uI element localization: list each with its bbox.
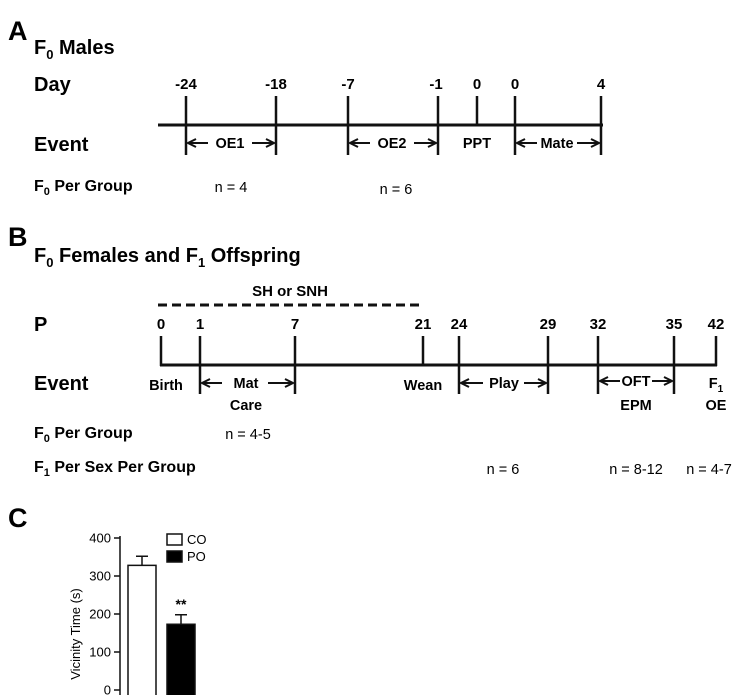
tick-label-a-5: 0: [511, 76, 519, 93]
tick-label-b-5: 29: [540, 316, 557, 333]
tick-label-b-8: 42: [708, 316, 725, 333]
y-tick-label-2: 200: [89, 607, 111, 622]
segment-oe2: OE2: [377, 136, 406, 152]
panel-b: B F0 Females and F1 Offspring SH or SNH …: [8, 222, 732, 479]
n-play: n = 6: [487, 462, 520, 478]
n-f0-oe2: n = 6: [380, 182, 413, 198]
event-row-label-b: Event: [34, 373, 89, 395]
tick-label-a-6: 4: [597, 76, 606, 93]
legend-label-po: PO: [187, 549, 206, 564]
bar-co: [127, 564, 157, 695]
tick-label-b-7: 35: [666, 316, 683, 333]
segment-oe: OE: [706, 398, 727, 414]
segment-mat: Mat: [234, 376, 259, 392]
f1-per-sex-label: F1 Per Sex Per Group: [34, 459, 196, 479]
y-tick-label-1: 100: [89, 645, 111, 660]
chart-vicinity-time: Vicinity Time (s) ** CO PO 0 100 200 300 400: [68, 531, 207, 695]
event-row-label-a: Event: [34, 134, 89, 156]
legend-label-co: CO: [187, 532, 207, 547]
n-oft: n = 8-12: [609, 462, 663, 478]
legend-swatch-co: [166, 533, 183, 546]
segment-wean: Wean: [404, 378, 442, 394]
n-oe: n = 4-7: [686, 462, 732, 478]
panel-a-title: F0 Males: [34, 37, 115, 62]
segment-care: Care: [230, 398, 262, 414]
panel-a-letter: A: [8, 16, 28, 46]
segment-epm: EPM: [620, 398, 651, 414]
tick-label-a-0: -24: [175, 76, 197, 93]
tick-label-b-2: 7: [291, 316, 299, 333]
segment-play: Play: [489, 376, 519, 392]
segment-oe1: OE1: [215, 136, 244, 152]
segment-ppt: PPT: [463, 136, 491, 152]
tick-label-a-1: -18: [265, 76, 287, 93]
segment-f1: F1: [709, 376, 724, 395]
tick-label-a-2: -7: [341, 76, 354, 93]
n-f0-b: n = 4-5: [225, 427, 271, 443]
y-tick-label-3: 300: [89, 569, 111, 584]
n-f0-oe1: n = 4: [215, 180, 248, 196]
segment-mate: Mate: [540, 136, 573, 152]
f0-per-group-label-b: F0 Per Group: [34, 425, 133, 445]
panel-c: C Vicinity Time (s) ** CO PO 0 100 200 300 4…: [8, 503, 207, 695]
tick-label-b-4: 24: [451, 316, 468, 333]
panel-a: A F0 Males Day Event F0 Per Group -24 -1…: [8, 16, 606, 198]
panel-b-letter: B: [8, 222, 28, 252]
bar-po: [166, 623, 196, 695]
treatment-label: SH or SNH: [252, 283, 328, 300]
day-row-label: Day: [34, 74, 72, 96]
y-tick-label-0: 0: [104, 683, 111, 695]
tick-label-b-3: 21: [415, 316, 432, 333]
tick-label-b-6: 32: [590, 316, 607, 333]
p-row-label: P: [34, 314, 47, 336]
y-tick-label-4: 400: [89, 531, 111, 546]
panel-c-letter: C: [8, 503, 28, 533]
significance-marker: **: [176, 596, 187, 612]
f0-per-group-label-a: F0 Per Group: [34, 178, 133, 198]
segment-birth: Birth: [149, 378, 183, 394]
tick-label-b-1: 1: [196, 316, 204, 333]
panel-b-title: F0 Females and F1 Offspring: [34, 245, 301, 270]
tick-label-a-3: -1: [429, 76, 442, 93]
y-axis-label: Vicinity Time (s): [68, 588, 83, 680]
tick-label-b-0: 0: [157, 316, 165, 333]
segment-oft: OFT: [622, 374, 651, 390]
legend-swatch-po: [166, 550, 183, 563]
tick-label-a-4: 0: [473, 76, 481, 93]
